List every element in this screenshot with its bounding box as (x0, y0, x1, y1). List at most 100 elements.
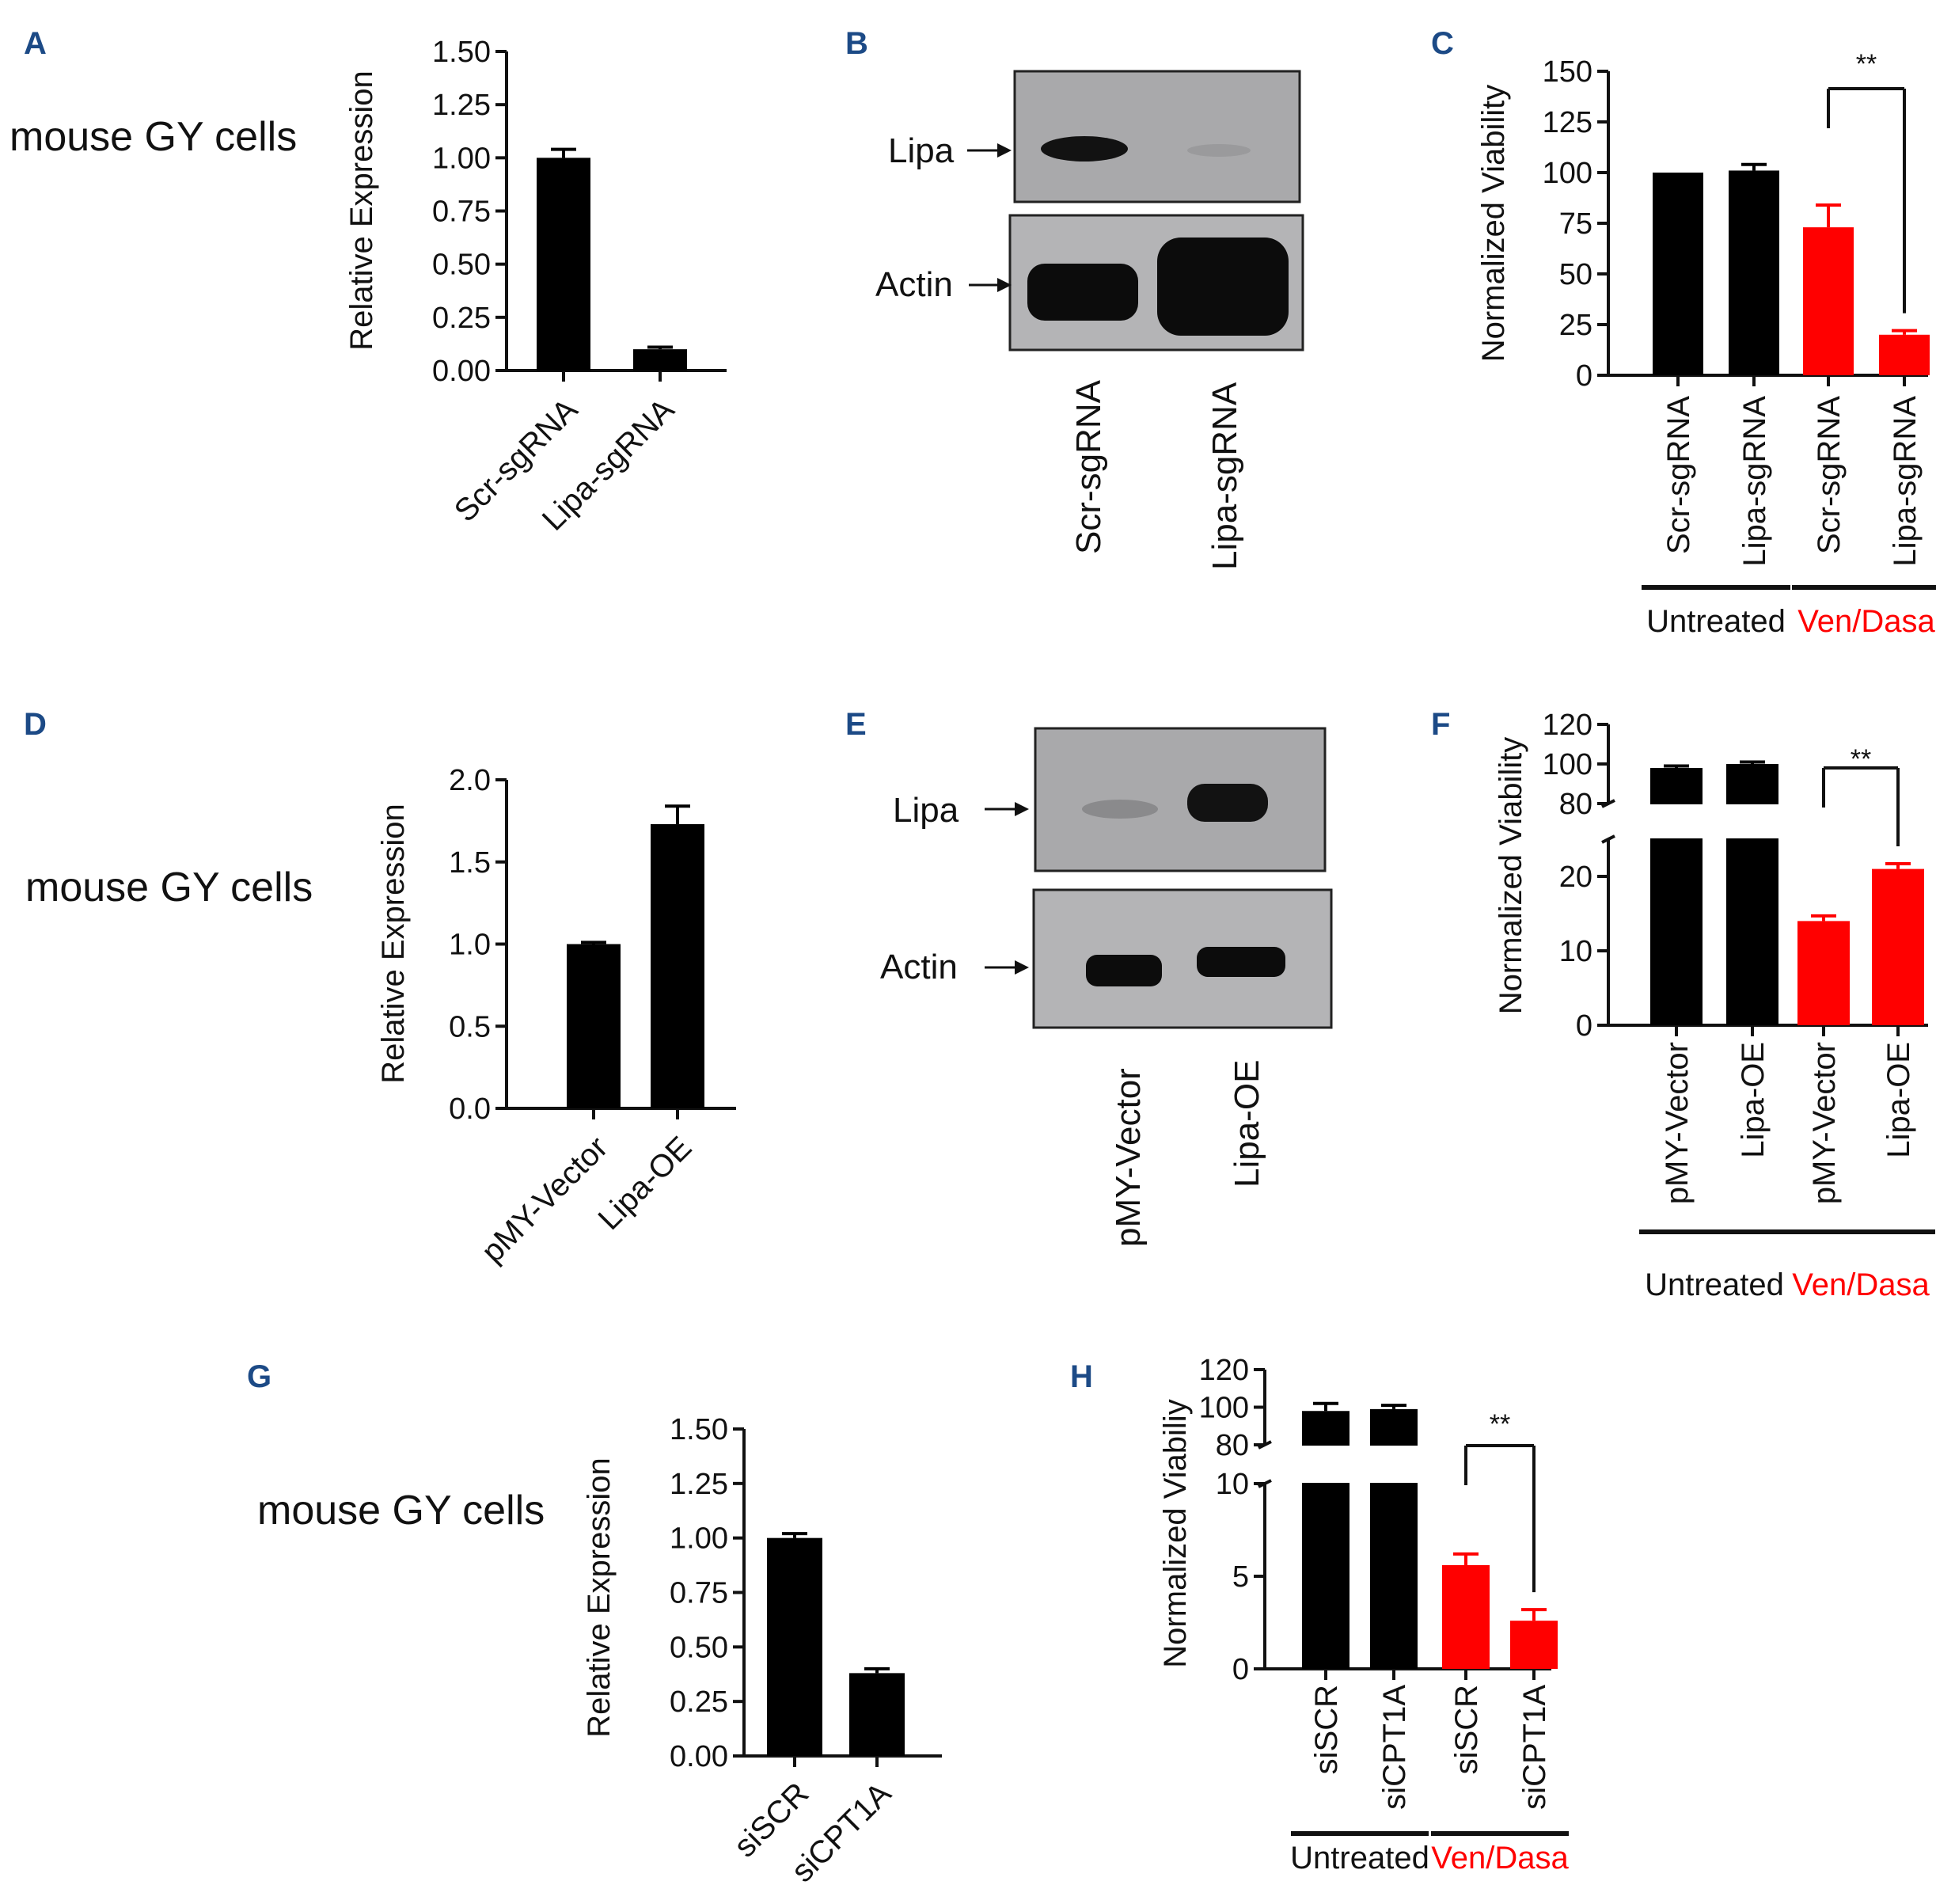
blot-e-actin-membrane (1032, 888, 1333, 1029)
panel-letter-h: H (1070, 1359, 1093, 1394)
blot-e-lipa-band-2 (1187, 784, 1268, 822)
chart-panel-d: 0.0 0.5 1.0 1.5 2.0 Relative Expression pMY-Ve… (376, 764, 736, 1270)
blot-e-lane-1: pMY-Vector (1109, 1068, 1148, 1247)
western-blot-b: Lipa Actin Scr-sgRNA Lipa-sgRNA (875, 70, 1304, 570)
y-tick-label-h-3: 80 (1216, 1429, 1249, 1462)
category-label-d-0: pMY-Vector (475, 1130, 614, 1269)
y-tick-label-c-6: 150 (1543, 55, 1592, 89)
y-tick-label-f-4: 100 (1543, 748, 1592, 781)
y-tick-label-c-2: 50 (1559, 258, 1592, 291)
y-tick-label-g-3: 0.75 (670, 1577, 728, 1610)
blot-b-actin-band-1 (1027, 264, 1138, 321)
bar-d-0 (567, 944, 621, 1108)
bar-h-2 (1442, 1564, 1490, 1669)
y-tick-label-a-1: 0.25 (432, 302, 491, 335)
blot-b-actin-label: Actin (875, 265, 953, 304)
blot-b-lipa-label: Lipa (888, 131, 955, 170)
category-label-c-0: Scr-sgRNA (1661, 396, 1696, 554)
y-axis-label-c: Normalized Viability (1476, 85, 1511, 363)
category-label-d-1: Lipa-OE (591, 1130, 698, 1237)
category-label-c-1: Lipa-sgRNA (1737, 396, 1772, 567)
y-tick-label-f-2: 20 (1559, 861, 1592, 894)
group-label-c-1: Ven/Dasa (1797, 604, 1935, 639)
bar-a-0 (537, 158, 590, 371)
blot-b-lipa-band-1 (1041, 136, 1128, 162)
y-tick-label-a-4: 1.00 (432, 142, 491, 175)
bar-c-2 (1803, 227, 1854, 375)
bar-break-gap-f-1 (1723, 804, 1782, 838)
category-label-h-1: siCPT1A (1377, 1685, 1412, 1810)
group-label-f-1: Ven/Dasa (1792, 1267, 1930, 1302)
group-label-h-1: Ven/Dasa (1431, 1841, 1569, 1875)
y-tick-label-d-2: 1.0 (449, 929, 491, 962)
y-tick-label-a-3: 0.75 (432, 196, 491, 229)
blot-b-lipa-arrowhead (997, 143, 1012, 158)
y-tick-label-c-5: 125 (1543, 106, 1592, 139)
bar-a-1 (633, 349, 687, 371)
y-tick-label-f-0: 0 (1576, 1009, 1592, 1043)
bar-f-3 (1872, 868, 1924, 1025)
y-tick-label-g-2: 0.50 (670, 1631, 728, 1664)
category-label-h-0: siSCR (1309, 1685, 1344, 1774)
y-tick-label-g-4: 1.00 (670, 1522, 728, 1556)
y-tick-label-c-0: 0 (1576, 359, 1592, 393)
panel-letter-g: G (247, 1359, 271, 1394)
chart-panel-a: 0.00 0.25 0.50 0.75 1.00 1.25 1.50 Relative Exp… (344, 36, 727, 538)
y-tick-label-d-3: 1.5 (449, 846, 491, 880)
y-tick-label-g-1: 0.25 (670, 1685, 728, 1719)
blot-e-lane-2: Lipa-OE (1228, 1060, 1266, 1188)
panel-letter-b: B (845, 26, 868, 61)
western-blot-e: Lipa Actin pMY-Vector Lipa-OE (880, 727, 1333, 1247)
category-label-c-3: Lipa-sgRNA (1888, 396, 1923, 567)
y-tick-label-a-6: 1.50 (432, 36, 491, 69)
blot-e-lipa-arrowhead (1015, 802, 1029, 816)
blot-e-lipa-band-1 (1082, 800, 1158, 819)
y-axis-label-f: Normalized Viability (1494, 737, 1528, 1015)
bar-f-1 (1726, 764, 1778, 1025)
bar-d-1 (651, 824, 704, 1108)
blot-b-lipa-membrane (1013, 70, 1301, 203)
y-axis-label-a: Relative Expression (344, 70, 379, 351)
category-label-f-1: Lipa-OE (1736, 1042, 1771, 1158)
y-tick-label-a-0: 0.00 (432, 355, 491, 388)
bar-g-0 (767, 1537, 822, 1756)
cell-line-label-a: mouse GY cells (9, 114, 297, 160)
cell-line-label-d: mouse GY cells (25, 865, 313, 910)
bar-g-1 (849, 1673, 905, 1756)
y-tick-label-g-5: 1.25 (670, 1468, 728, 1501)
y-tick-label-c-4: 100 (1543, 157, 1592, 190)
y-tick-label-g-6: 1.50 (670, 1413, 728, 1446)
bar-h-3 (1510, 1621, 1558, 1669)
blot-e-lipa-membrane (1034, 727, 1327, 872)
y-tick-label-h-4: 100 (1199, 1392, 1249, 1425)
y-tick-label-a-2: 0.50 (432, 249, 491, 282)
y-tick-label-d-4: 2.0 (449, 764, 491, 797)
bar-break-gap-h-1 (1367, 1446, 1421, 1483)
bar-c-3 (1879, 334, 1930, 375)
panel-letter-c: C (1431, 26, 1454, 61)
chart-panel-g: 0.00 0.25 0.50 0.75 1.00 1.25 1.50 Relative Exp… (582, 1413, 942, 1889)
blot-b-lane-2: Lipa-sgRNA (1205, 382, 1244, 570)
y-axis-label-d: Relative Expression (376, 804, 411, 1084)
y-tick-label-h-1: 5 (1232, 1560, 1249, 1594)
bar-break-gap-f-0 (1647, 804, 1706, 838)
y-tick-label-c-3: 75 (1559, 207, 1592, 241)
blot-b-lipa-band-2 (1187, 144, 1251, 157)
blot-e-actin-label: Actin (880, 948, 958, 986)
y-tick-label-h-0: 0 (1232, 1653, 1249, 1686)
blot-b-lane-1: Scr-sgRNA (1069, 379, 1108, 554)
y-tick-label-g-0: 0.00 (670, 1740, 728, 1773)
y-axis-label-h: Normalized Viabiliy (1158, 1399, 1193, 1667)
y-axis-label-g: Relative Expression (582, 1457, 617, 1738)
significance-label-c: ** (1856, 49, 1877, 79)
y-tick-label-h-2: 10 (1216, 1468, 1249, 1501)
y-tick-label-f-5: 120 (1543, 709, 1592, 742)
significance-label-h: ** (1490, 1409, 1510, 1439)
blot-e-actin-band-1 (1086, 955, 1162, 986)
blot-b-actin-arrowhead (997, 278, 1012, 292)
y-tick-label-c-1: 25 (1559, 309, 1592, 342)
panel-letter-e: E (845, 707, 867, 742)
axis-break-mark-lower-f (1601, 834, 1615, 844)
